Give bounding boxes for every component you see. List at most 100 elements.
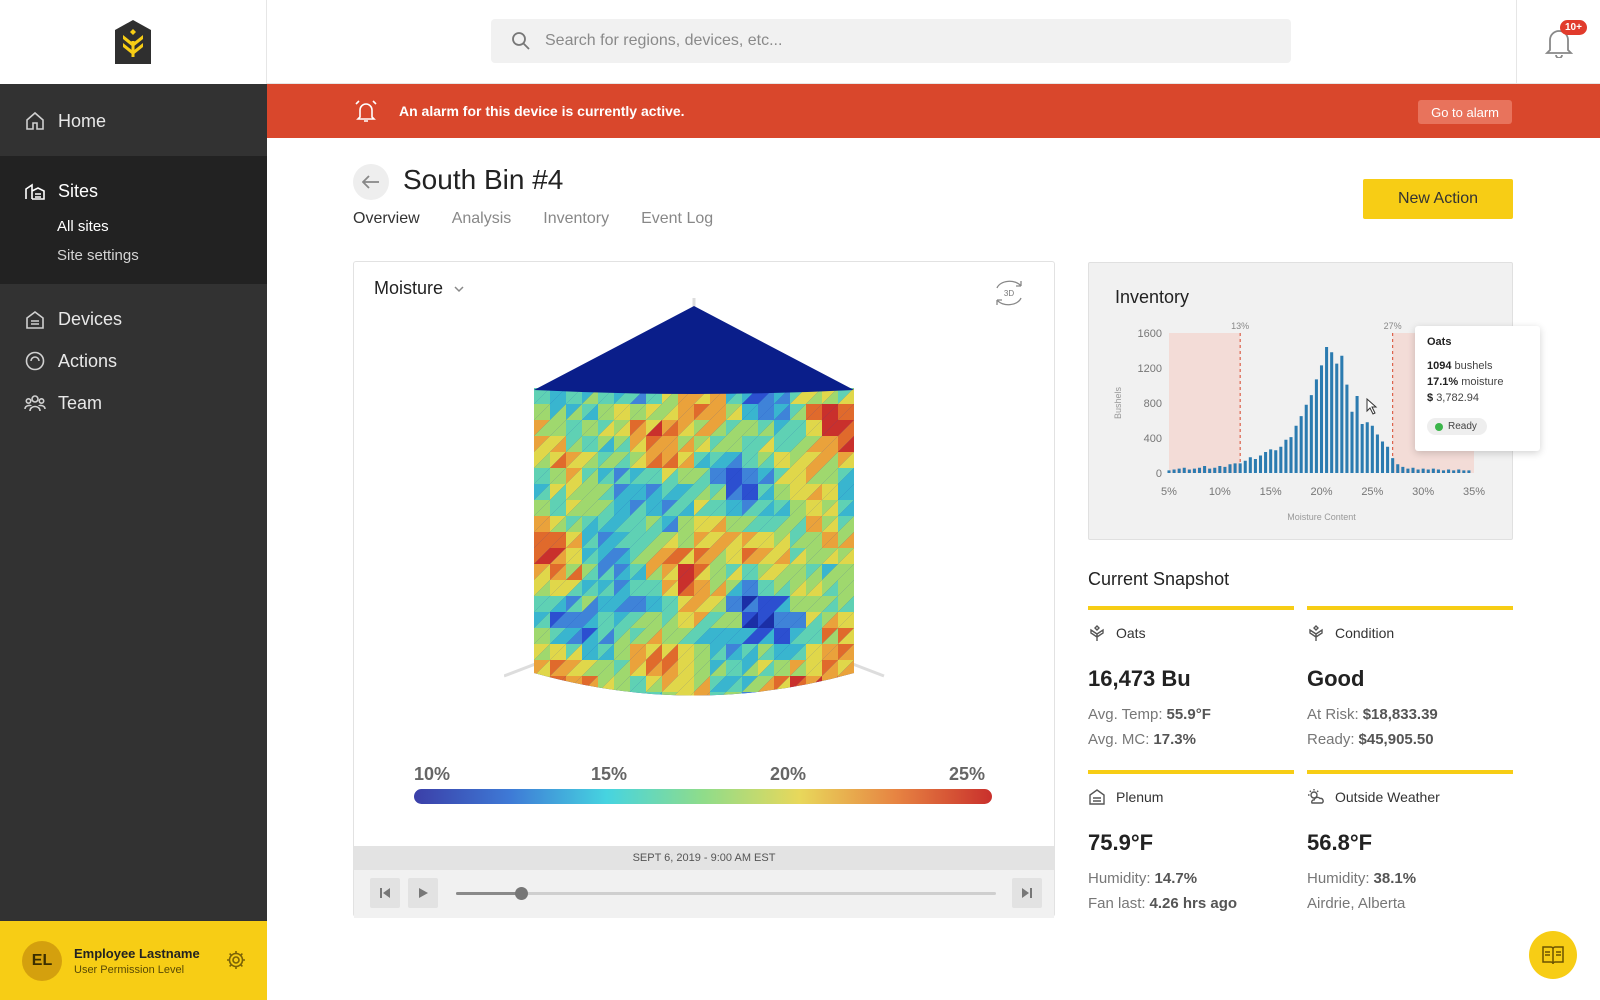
subnav-all-sites[interactable]: All sites xyxy=(57,218,109,235)
back-button[interactable] xyxy=(353,164,389,200)
moisture-cell xyxy=(790,596,806,612)
moisture-cell xyxy=(566,580,582,596)
search-bar[interactable] xyxy=(491,19,1291,63)
silo-3d-visualization[interactable] xyxy=(504,298,904,728)
moisture-dropdown[interactable]: Moisture xyxy=(374,278,465,299)
moisture-cell xyxy=(566,692,582,696)
moisture-cell xyxy=(598,516,614,532)
sidebar-item-home[interactable]: Home xyxy=(0,100,267,142)
sidebar-item-devices[interactable]: Devices xyxy=(0,298,267,340)
timeline-scrubber[interactable] xyxy=(456,887,996,900)
moisture-cell xyxy=(726,452,742,468)
moisture-cell xyxy=(742,596,758,612)
histogram-bar xyxy=(1172,469,1176,473)
moisture-cell xyxy=(742,404,758,420)
moisture-cell xyxy=(694,628,710,644)
skip-forward-icon xyxy=(1022,888,1032,898)
moisture-cell xyxy=(822,660,838,676)
tooltip-price-value: 3,782.94 xyxy=(1436,392,1480,404)
rotate-3d-icon[interactable]: 3D xyxy=(992,276,1026,310)
moisture-cell xyxy=(774,708,790,724)
moisture-cell xyxy=(534,692,550,696)
moisture-cell xyxy=(742,580,758,596)
moisture-cell xyxy=(774,708,790,724)
sidebar-item-actions[interactable]: Actions xyxy=(0,340,267,382)
tab-event-log[interactable]: Event Log xyxy=(641,210,714,227)
moisture-cell xyxy=(566,532,582,548)
new-action-button[interactable]: New Action xyxy=(1363,179,1513,219)
moisture-cell xyxy=(742,548,758,564)
skip-forward-button[interactable] xyxy=(1012,878,1042,908)
moisture-cell xyxy=(822,500,838,516)
moisture-cell xyxy=(726,548,742,564)
histogram-bar xyxy=(1345,384,1349,473)
moisture-cell xyxy=(646,468,662,484)
timeline-handle[interactable] xyxy=(514,887,528,900)
status-dot xyxy=(1435,422,1443,431)
sidebar-item-sites[interactable]: Sites xyxy=(0,170,267,212)
weather-icon xyxy=(1308,789,1324,804)
moisture-cell xyxy=(790,452,806,468)
moisture-cell xyxy=(774,580,790,596)
moisture-cell xyxy=(630,724,646,728)
tab-overview[interactable]: Overview xyxy=(353,210,420,227)
moisture-cell xyxy=(614,436,630,452)
moisture-cell xyxy=(726,484,742,500)
moisture-cell xyxy=(774,532,790,548)
moisture-cell xyxy=(822,644,838,660)
help-button[interactable] xyxy=(1529,931,1577,979)
histogram-bar xyxy=(1309,395,1313,473)
moisture-cell xyxy=(662,516,678,532)
tile-line-value: 4.26 hrs ago xyxy=(1149,895,1238,912)
moisture-cell xyxy=(790,420,806,436)
moisture-cell xyxy=(758,532,774,548)
moisture-cell xyxy=(598,596,614,612)
moisture-cell xyxy=(534,708,550,724)
moisture-cell xyxy=(678,596,694,612)
moisture-cell xyxy=(678,452,694,468)
moisture-cell xyxy=(806,580,822,596)
moisture-cell xyxy=(534,484,550,500)
avatar[interactable]: EL xyxy=(22,940,62,981)
moisture-cell xyxy=(742,692,758,696)
play-button[interactable] xyxy=(408,878,438,908)
moisture-cell xyxy=(838,404,854,420)
gear-icon[interactable] xyxy=(225,949,247,971)
moisture-cell xyxy=(694,564,710,580)
skip-back-button[interactable] xyxy=(370,878,400,908)
moisture-cell xyxy=(806,388,822,404)
histogram-bar xyxy=(1182,467,1186,473)
search-input[interactable] xyxy=(545,32,1245,50)
moisture-cell xyxy=(758,548,774,564)
moisture-cell xyxy=(790,436,806,452)
moisture-cell xyxy=(662,612,678,628)
moisture-cell xyxy=(662,500,678,516)
histogram-bar xyxy=(1365,422,1369,473)
moisture-cell xyxy=(630,724,646,728)
subnav-site-settings[interactable]: Site settings xyxy=(57,247,139,264)
moisture-cell xyxy=(694,532,710,548)
tab-analysis[interactable]: Analysis xyxy=(451,210,512,227)
moisture-cell xyxy=(710,404,726,420)
moisture-cell xyxy=(582,612,598,628)
moisture-cell xyxy=(742,484,758,500)
moisture-cell xyxy=(566,484,582,500)
moisture-cell xyxy=(678,468,694,484)
tab-inventory[interactable]: Inventory xyxy=(543,210,610,227)
moisture-cell xyxy=(550,724,566,728)
notifications-button[interactable]: 10+ xyxy=(1516,0,1600,84)
moisture-cell xyxy=(550,452,566,468)
go-to-alarm-button[interactable]: Go to alarm xyxy=(1418,100,1512,124)
moisture-cell xyxy=(822,548,838,564)
y-tick-label: 800 xyxy=(1144,398,1162,410)
moisture-cell xyxy=(614,724,630,728)
logo[interactable] xyxy=(0,0,267,84)
sidebar-item-label: Actions xyxy=(58,350,118,371)
moisture-cell xyxy=(758,724,774,728)
moisture-cell xyxy=(742,708,758,724)
moisture-cell xyxy=(662,724,678,728)
sidebar-item-team[interactable]: Team xyxy=(0,382,267,424)
user-profile[interactable]: EL Employee Lastname User Permission Lev… xyxy=(0,921,267,1000)
moisture-cell xyxy=(790,612,806,628)
moisture-cell xyxy=(822,708,838,724)
